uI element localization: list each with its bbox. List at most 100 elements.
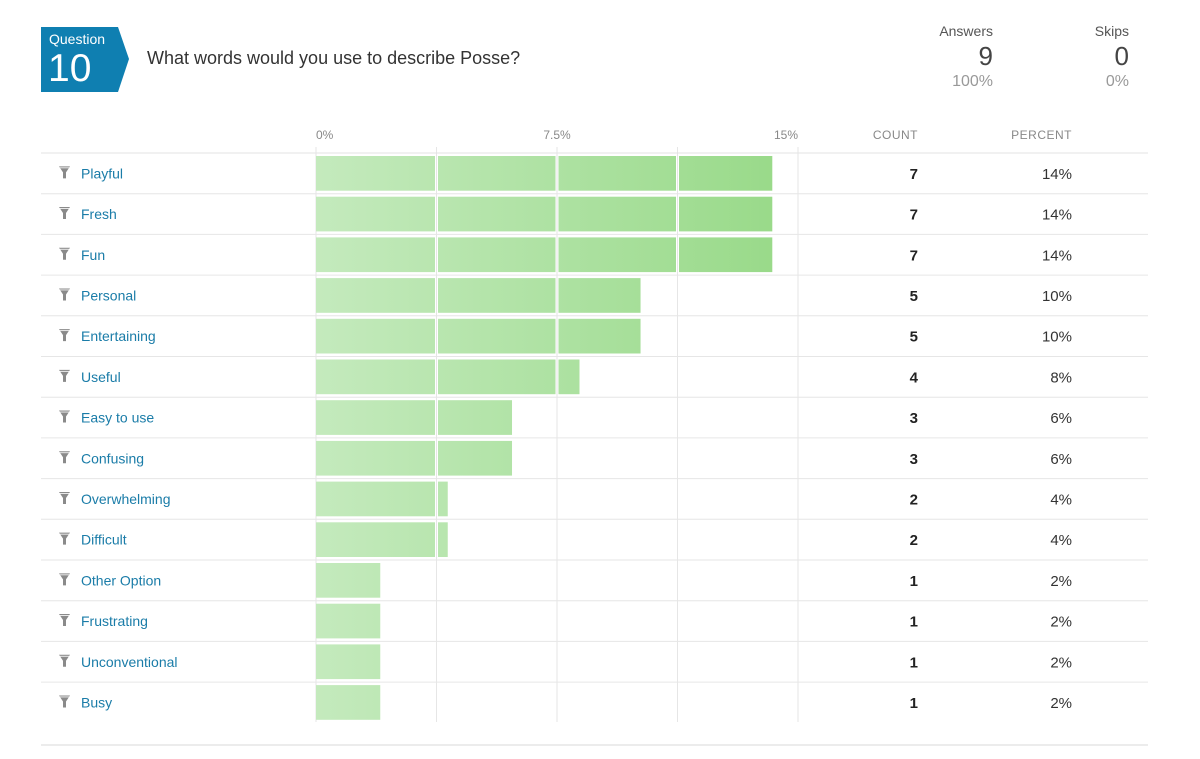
row-label[interactable]: Fun	[81, 247, 105, 263]
question-number: 10	[48, 47, 92, 90]
row-percent: 6%	[1050, 410, 1072, 427]
x-tick-label: 0%	[316, 128, 334, 142]
row-label[interactable]: Unconventional	[81, 654, 178, 670]
row-label[interactable]: Busy	[81, 694, 112, 710]
bar-segment-6	[316, 359, 435, 395]
bar-segment-9	[316, 481, 435, 517]
row-count: 1	[910, 695, 918, 712]
skips-stat: Skips 0 0%	[1095, 23, 1129, 91]
question-title: What words would you use to describe Pos…	[147, 48, 521, 68]
row-count: 7	[910, 166, 918, 183]
bar-segment-5	[558, 318, 641, 354]
bar-segment-6	[438, 359, 556, 395]
filter-icon[interactable]	[59, 247, 70, 260]
count-column-header: COUNT	[873, 128, 918, 142]
row-percent: 6%	[1050, 451, 1072, 468]
bar-segment-4	[316, 278, 435, 313]
skips-percent: 0%	[1105, 73, 1129, 90]
filter-icon[interactable]	[59, 614, 70, 627]
filter-icon[interactable]	[59, 573, 70, 586]
filter-icon[interactable]	[59, 329, 70, 342]
filter-icon[interactable]	[59, 410, 70, 423]
row-label[interactable]: Frustrating	[81, 613, 148, 629]
row-label[interactable]: Confusing	[81, 450, 144, 466]
x-tick-label: 15%	[774, 128, 798, 142]
bar-segment-14	[316, 685, 381, 720]
bar-segment-2	[316, 196, 435, 232]
percent-column-header: PERCENT	[1011, 128, 1072, 142]
row-percent: 2%	[1050, 695, 1072, 712]
bar-segment-8	[316, 440, 435, 476]
bar-segment-3	[679, 237, 773, 273]
bar-segment-1	[679, 156, 773, 191]
bar-segment-1	[558, 156, 676, 191]
bar-segment-5	[316, 318, 435, 354]
row-count: 3	[910, 410, 918, 427]
bar-segment-4	[558, 278, 641, 313]
row-percent: 8%	[1050, 369, 1072, 386]
bar-segment-12	[316, 603, 381, 639]
filter-icon[interactable]	[59, 288, 70, 301]
filter-icon[interactable]	[59, 166, 70, 179]
filter-icon[interactable]	[59, 695, 70, 708]
bar-segment-1	[316, 156, 435, 191]
row-percent: 10%	[1042, 329, 1072, 346]
row-count: 1	[910, 654, 918, 671]
row-percent: 4%	[1050, 491, 1072, 508]
filter-icon[interactable]	[59, 369, 70, 382]
filter-icon[interactable]	[59, 491, 70, 504]
row-label[interactable]: Useful	[81, 369, 121, 385]
row-count: 7	[910, 207, 918, 224]
bar-segment-5	[438, 318, 556, 354]
bar-segment-7	[438, 400, 513, 435]
row-count: 1	[910, 573, 918, 590]
row-label[interactable]: Entertaining	[81, 328, 156, 344]
bar-segment-7	[316, 400, 435, 435]
bar-segment-10	[438, 522, 448, 557]
row-percent: 14%	[1042, 207, 1072, 224]
bar-segment-4	[438, 278, 556, 313]
row-percent: 2%	[1050, 614, 1072, 631]
bar-segment-2	[558, 196, 676, 232]
row-label[interactable]: Difficult	[81, 532, 127, 548]
skips-value: 0	[1114, 41, 1129, 71]
row-label[interactable]: Personal	[81, 287, 136, 303]
filter-icon[interactable]	[59, 532, 70, 545]
row-count: 3	[910, 451, 918, 468]
row-count: 5	[910, 288, 918, 305]
skips-label: Skips	[1094, 23, 1129, 39]
bar-segment-11	[316, 563, 381, 598]
filter-icon[interactable]	[59, 207, 70, 220]
bar-segment-3	[438, 237, 556, 273]
row-label[interactable]: Other Option	[81, 572, 161, 588]
row-label[interactable]: Fresh	[81, 206, 117, 222]
row-count: 4	[910, 369, 919, 386]
bar-segment-13	[316, 644, 381, 680]
question-word: Question	[49, 31, 106, 47]
answers-value: 9	[978, 41, 993, 71]
row-label[interactable]: Playful	[81, 165, 123, 181]
bar-segment-3	[558, 237, 676, 273]
row-percent: 2%	[1050, 573, 1072, 590]
bar-segment-9	[438, 481, 448, 517]
bar-segment-8	[438, 440, 513, 476]
answers-stat: Answers 9 100%	[939, 23, 993, 91]
row-percent: 10%	[1042, 288, 1072, 305]
row-percent: 14%	[1042, 247, 1072, 264]
filter-icon[interactable]	[59, 451, 70, 464]
row-label[interactable]: Overwhelming	[81, 491, 170, 507]
filter-icon[interactable]	[59, 654, 70, 667]
row-percent: 4%	[1050, 532, 1072, 549]
bar-segment-6	[558, 359, 580, 395]
question-badge: Question 10	[41, 27, 129, 92]
row-label[interactable]: Easy to use	[81, 410, 154, 426]
row-percent: 14%	[1042, 166, 1072, 183]
row-count: 2	[910, 491, 918, 508]
x-tick-label: 7.5%	[543, 128, 571, 142]
row-count: 7	[910, 247, 918, 264]
row-count: 5	[910, 329, 918, 346]
bar-segment-2	[679, 196, 773, 232]
answers-label: Answers	[939, 23, 993, 39]
bar-segment-1	[438, 156, 556, 191]
